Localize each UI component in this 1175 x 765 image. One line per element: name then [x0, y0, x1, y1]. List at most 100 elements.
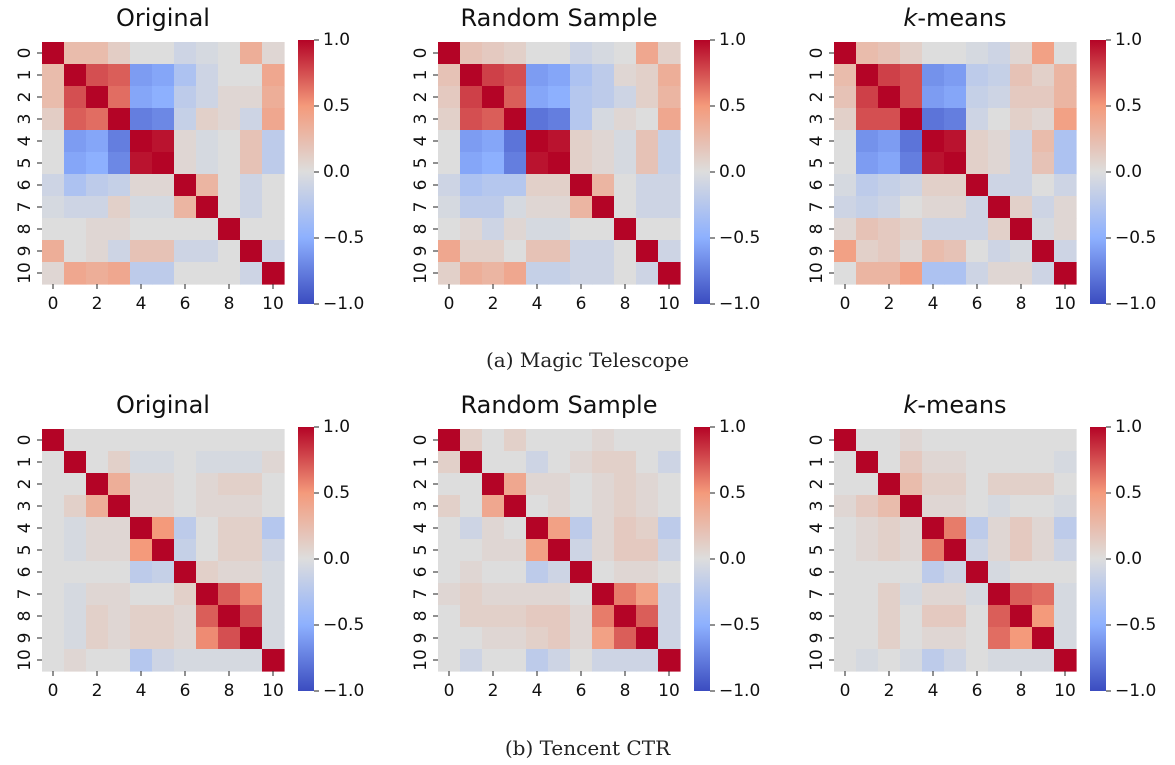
colorbar-tick-label: 0.0 [719, 549, 746, 569]
colorbar [298, 427, 314, 691]
heatmap-cell [548, 517, 571, 540]
colorbar-tick-label: −1.0 [1115, 294, 1156, 314]
heatmap-cell [548, 627, 571, 650]
heatmap-cell [42, 561, 65, 584]
heatmap-cell [86, 196, 109, 219]
x-tick-label: 2 [92, 294, 103, 314]
heatmap-cell [592, 262, 615, 285]
heatmap-cell [1054, 473, 1077, 496]
heatmap-cell [548, 583, 571, 606]
y-tick-label: 8 [807, 611, 827, 622]
heatmap-cell [526, 539, 549, 562]
heatmap-cell [658, 196, 681, 219]
heatmap-cell [1010, 152, 1033, 175]
heatmap-cell [108, 495, 131, 518]
heatmap-cell [966, 605, 989, 628]
heatmap-cell [482, 218, 505, 241]
heatmap-cell [834, 86, 857, 109]
heatmap-cell [1032, 86, 1055, 109]
heatmap-cell [900, 517, 923, 540]
heatmap-cell [108, 130, 131, 153]
heatmap-cell [1010, 262, 1033, 285]
heatmap-cell [526, 262, 549, 285]
heatmap-cell [64, 196, 87, 219]
x-tick-label: 6 [180, 294, 191, 314]
heatmap-cell [1032, 605, 1055, 628]
heatmap-cell [856, 174, 879, 197]
heatmap-cell [1032, 262, 1055, 285]
heatmap-cell [856, 561, 879, 584]
heatmap-cell [900, 451, 923, 474]
heatmap-cell [834, 561, 857, 584]
heatmap-cell [900, 108, 923, 131]
y-tick-label: 0 [15, 435, 35, 446]
y-tick-label: 7 [807, 202, 827, 213]
heatmap-cell [834, 218, 857, 241]
heatmap-cell [1032, 152, 1055, 175]
heatmap-cell [1054, 495, 1077, 518]
colorbar-tick-label: 1.0 [1115, 417, 1142, 437]
heatmap-cell [196, 218, 219, 241]
heatmap-cell [1032, 174, 1055, 197]
heatmap-cell [548, 42, 571, 65]
heatmap-cell [174, 86, 197, 109]
heatmap-cell [64, 473, 87, 496]
heatmap-cell [42, 42, 65, 65]
heatmap-cell [944, 451, 967, 474]
y-tick-label: 6 [807, 180, 827, 191]
heatmap-cell [592, 86, 615, 109]
heatmap-cell [900, 152, 923, 175]
heatmap-cell [548, 539, 571, 562]
heatmap-cell [86, 517, 109, 540]
heatmap-cell [504, 64, 527, 87]
heatmap-cell [1032, 108, 1055, 131]
heatmap-cell [614, 583, 637, 606]
heatmap-cell [636, 561, 659, 584]
colorbar-tick-label: −1.0 [719, 681, 760, 701]
heatmap-cell [152, 174, 175, 197]
heatmap-cell [460, 174, 483, 197]
heatmap-cell [658, 218, 681, 241]
heatmap-cell [570, 473, 593, 496]
x-tick-label: 8 [620, 294, 631, 314]
chart-title-rest: -means [917, 4, 1006, 32]
heatmap-cell [658, 473, 681, 496]
heatmap-cell [174, 583, 197, 606]
heatmap-cell [658, 108, 681, 131]
y-tick-label: 9 [15, 633, 35, 644]
heatmap-cell [460, 152, 483, 175]
heatmap-cell [570, 517, 593, 540]
heatmap-cell [108, 627, 131, 650]
heatmap-cell [218, 42, 241, 65]
heatmap-cell [592, 605, 615, 628]
colorbar-tick-label: 1.0 [323, 417, 350, 437]
heatmap-cell [130, 539, 153, 562]
heatmap-cell [922, 240, 945, 263]
heatmap-cell [108, 539, 131, 562]
colorbar-tick-label: −0.5 [1115, 228, 1156, 248]
heatmap-cell [64, 240, 87, 263]
heatmap-cell [240, 262, 263, 285]
heatmap-cell [834, 627, 857, 650]
colorbar-tick-label: 0.0 [1115, 162, 1142, 182]
heatmap-cell [900, 130, 923, 153]
heatmap-cell [570, 152, 593, 175]
heatmap-cell [570, 262, 593, 285]
heatmap-cell [966, 218, 989, 241]
heatmap-cell [570, 451, 593, 474]
heatmap-cell [130, 605, 153, 628]
x-tick-label: 4 [928, 294, 939, 314]
heatmap-cell [482, 429, 505, 452]
heatmap-cell [240, 473, 263, 496]
heatmap-cell [944, 174, 967, 197]
heatmap-cell [42, 240, 65, 263]
heatmap-cell [130, 429, 153, 452]
heatmap-cell [152, 583, 175, 606]
heatmap-cell [152, 473, 175, 496]
heatmap-cell [922, 64, 945, 87]
heatmap-cell [108, 196, 131, 219]
heatmap-cell [966, 130, 989, 153]
heatmap-cell [1054, 451, 1077, 474]
heatmap-cell [548, 495, 571, 518]
heatmap-cell [218, 196, 241, 219]
